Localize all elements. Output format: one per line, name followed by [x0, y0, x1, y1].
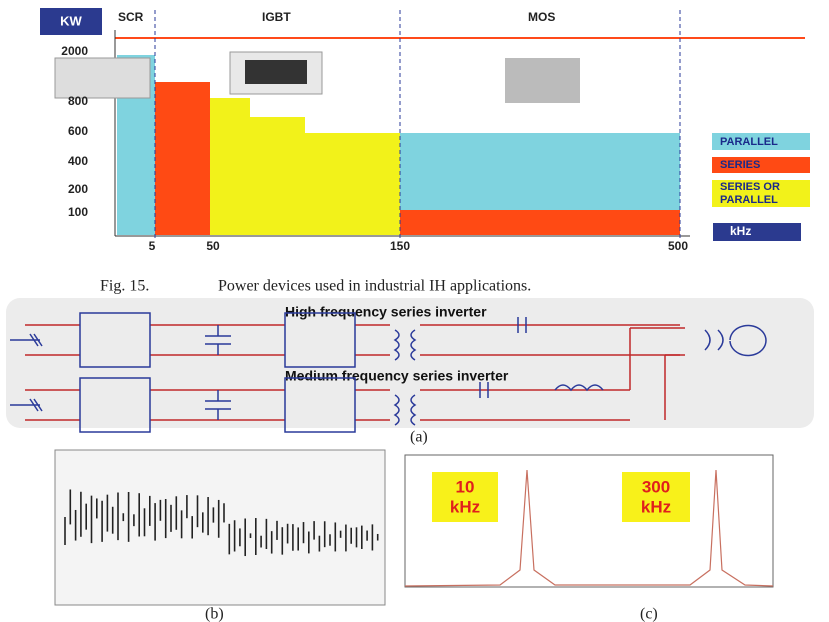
peak-label: 10 — [456, 477, 475, 496]
bar — [400, 210, 680, 235]
x-unit: kHz — [730, 224, 751, 238]
x-unit-box — [713, 223, 801, 241]
y-label: 400 — [68, 154, 88, 168]
panel-label: (c) — [640, 606, 658, 622]
legend-label: PARALLEL — [720, 136, 778, 148]
bar — [210, 98, 250, 235]
region-label: MOS — [528, 10, 555, 24]
y-label: 200 — [68, 182, 88, 196]
x-label: 150 — [390, 239, 410, 253]
x-label: 500 — [668, 239, 688, 253]
unit-label: KW — [60, 13, 82, 28]
scr-photo — [55, 58, 150, 98]
peak-label: 300 — [642, 477, 670, 496]
caption-label: Fig. 15. — [100, 278, 149, 295]
x-label: 50 — [206, 239, 220, 253]
circuit-title: Medium frequency series inverter — [285, 368, 509, 384]
x-label: 5 — [149, 239, 156, 253]
peak-label: kHz — [641, 497, 671, 516]
igbt-module — [245, 60, 307, 84]
legend-label: SERIES OR — [720, 181, 780, 193]
circuit-title: High frequency series inverter — [285, 304, 487, 320]
legend-label: SERIES — [720, 159, 760, 171]
panel-label: (b) — [205, 606, 224, 622]
bar — [250, 117, 305, 235]
bar — [400, 133, 680, 210]
figure: KW SCR IGBT MOS 2000 800 600 400 200 100 5 50 15… — [0, 0, 829, 622]
bar — [155, 82, 210, 235]
caption-text: Power devices used in industrial IH appl… — [218, 278, 531, 295]
y-label: 600 — [68, 124, 88, 138]
bar — [305, 133, 400, 235]
y-label: 100 — [68, 205, 88, 219]
legend-label: PARALLEL — [720, 194, 778, 206]
region-label: SCR — [118, 10, 144, 24]
region-label: IGBT — [262, 10, 291, 24]
mos-photo — [505, 58, 580, 103]
peak-label: kHz — [450, 497, 480, 516]
y-label: 800 — [68, 94, 88, 108]
y-label: 2000 — [61, 44, 88, 58]
panel-label: (a) — [410, 429, 428, 446]
